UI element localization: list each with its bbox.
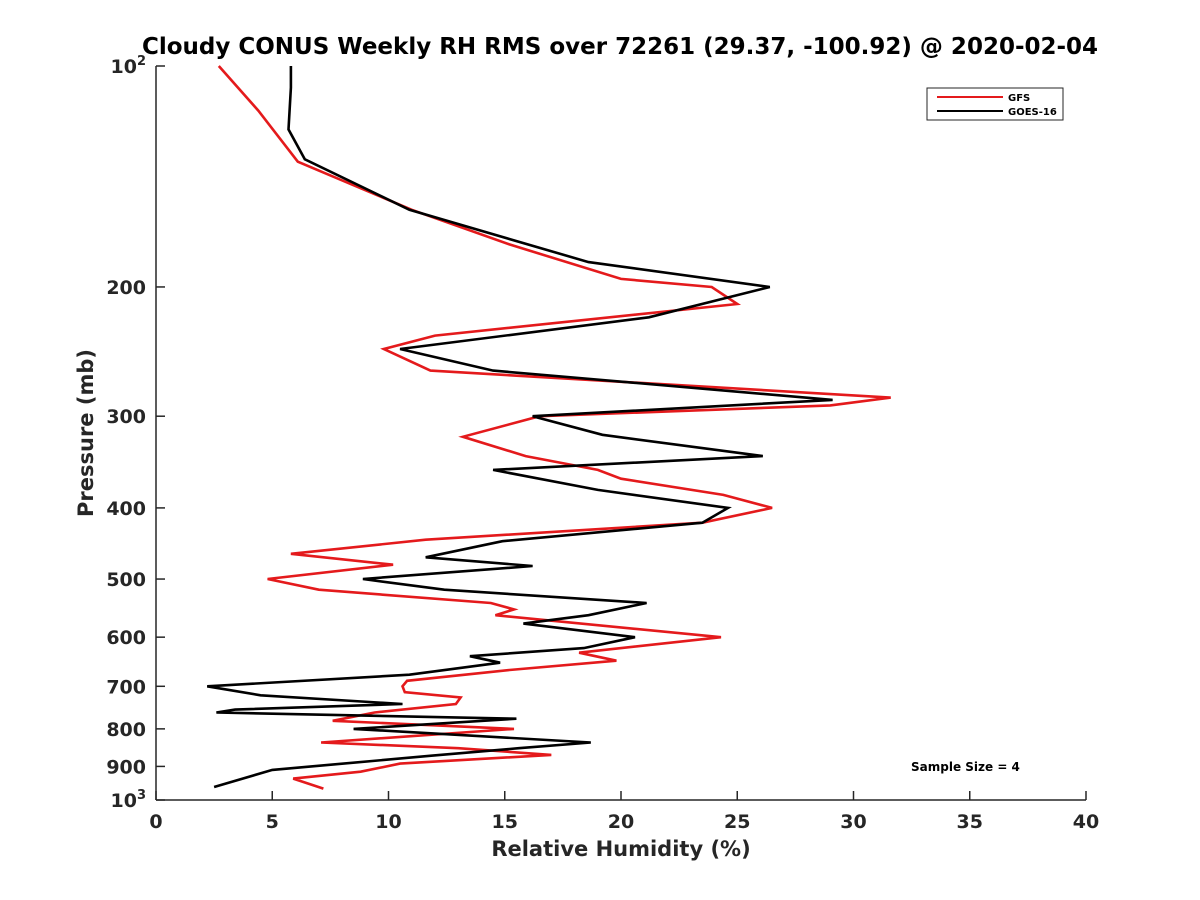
- x-tick-label: 5: [266, 811, 279, 833]
- y-tick-label: 700: [106, 676, 146, 698]
- series-line-gfs: [217, 65, 891, 790]
- y-tick-label: 500: [106, 569, 146, 591]
- series-line-goes16: [206, 66, 833, 789]
- y-tick-label: 600: [106, 627, 146, 649]
- legend: GFS GOES-16: [926, 87, 1064, 121]
- y-ticks: 102 200 300 400 500 600 700 800 900 103: [106, 54, 165, 812]
- x-tick-label: 10: [375, 811, 401, 833]
- x-tick-label: 20: [608, 811, 634, 833]
- x-tick-label: 15: [492, 811, 518, 833]
- y-axis-label: Pressure (mb): [74, 349, 98, 517]
- y-tick-label: 103: [111, 788, 147, 812]
- y-tick-label: 300: [106, 406, 146, 428]
- x-axis-label: Relative Humidity (%): [491, 837, 750, 861]
- sample-size-annotation: Sample Size = 4: [911, 760, 1020, 774]
- legend-label-gfs: GFS: [1008, 93, 1030, 104]
- legend-box: [926, 87, 1064, 121]
- legend-label-goes16: GOES-16: [1008, 107, 1057, 118]
- y-tick-label: 800: [106, 719, 146, 741]
- x-ticks: 0 5 10 15 20 25 30 35 40: [149, 791, 1099, 833]
- x-tick-label: 35: [957, 811, 983, 833]
- y-tick-label: 900: [106, 756, 146, 778]
- x-tick-label: 40: [1073, 811, 1099, 833]
- x-tick-label: 25: [724, 811, 750, 833]
- y-tick-label: 200: [106, 277, 146, 299]
- y-tick-label: 400: [106, 498, 146, 520]
- chart-title: Cloudy CONUS Weekly RH RMS over 72261 (2…: [142, 34, 1098, 60]
- x-tick-label: 30: [840, 811, 866, 833]
- plot-area: [156, 66, 1086, 800]
- series-layer: [206, 65, 891, 790]
- x-tick-label: 0: [149, 811, 162, 833]
- y-tick-label: 102: [111, 54, 147, 78]
